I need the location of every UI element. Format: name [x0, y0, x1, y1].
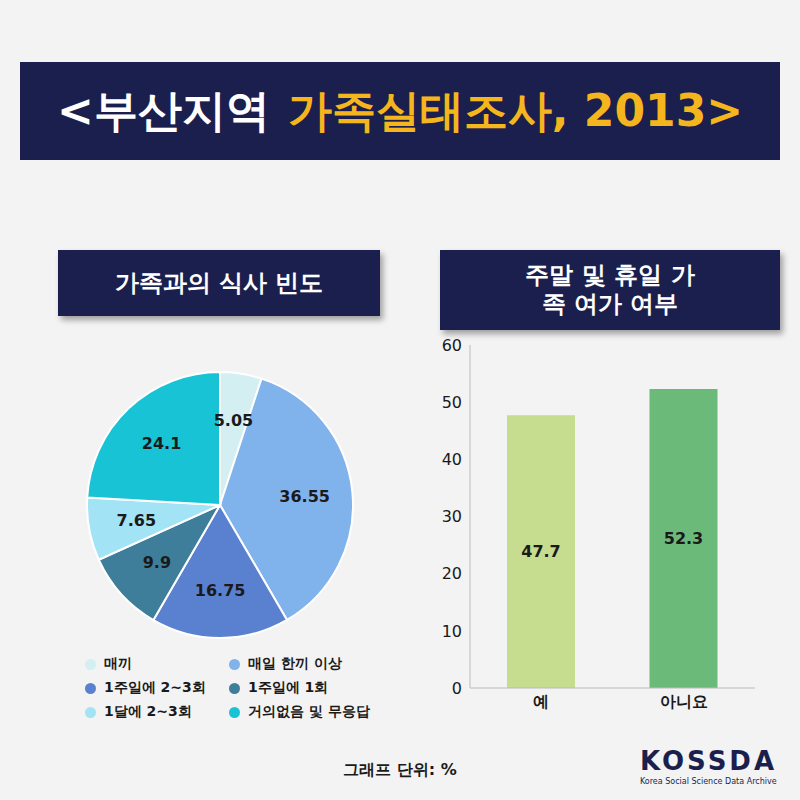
html-text:매끼: 매끼 — [104, 655, 132, 671]
svg-text:40: 40 — [442, 450, 462, 469]
svg-text:60: 60 — [442, 336, 462, 355]
svg-text:0: 0 — [452, 679, 462, 698]
svg-text:7.65: 7.65 — [117, 511, 156, 530]
html-text:1달에 2~3회: 1달에 2~3회 — [104, 703, 192, 719]
html-text:1주일에 1회: 1주일에 1회 — [248, 679, 329, 695]
svg-text:아니요: 아니요 — [660, 692, 708, 711]
svg-text:30: 30 — [442, 507, 462, 526]
svg-text:16.75: 16.75 — [195, 581, 246, 600]
svg-text:24.1: 24.1 — [142, 434, 181, 453]
html-text:가족과의 식사 빈도: 가족과의 식사 빈도 — [114, 268, 324, 297]
svg-text:50: 50 — [442, 393, 462, 412]
svg-text:20: 20 — [442, 564, 462, 583]
html-text:주말 및 휴일 가족 여가 여부: 주말 및 휴일 가족 여가 여부 — [525, 261, 695, 318]
svg-text:36.55: 36.55 — [279, 487, 330, 506]
svg-text:9.9: 9.9 — [143, 553, 171, 572]
html-text:그래프 단위: %: 그래프 단위: % — [343, 760, 457, 779]
svg-text:10: 10 — [442, 622, 462, 641]
svg-text:5.05: 5.05 — [214, 411, 253, 430]
html-text:KOSSDA: KOSSDA — [640, 746, 778, 776]
html-text:매일 한끼 이상: 매일 한끼 이상 — [248, 655, 342, 671]
svg-text:예: 예 — [533, 692, 549, 711]
html-text:Korea Social Science Data Arch: Korea Social Science Data Archive — [640, 777, 777, 786]
html-text:<부산지역 가족실태조사, 2013>: <부산지역 가족실태조사, 2013> — [56, 84, 744, 136]
html-text:1주일에 2~3회: 1주일에 2~3회 — [104, 679, 206, 695]
svg-text:47.7: 47.7 — [521, 542, 560, 561]
html-text:거의없음 및 무응답: 거의없음 및 무응답 — [248, 703, 370, 719]
svg-text:52.3: 52.3 — [664, 529, 703, 548]
